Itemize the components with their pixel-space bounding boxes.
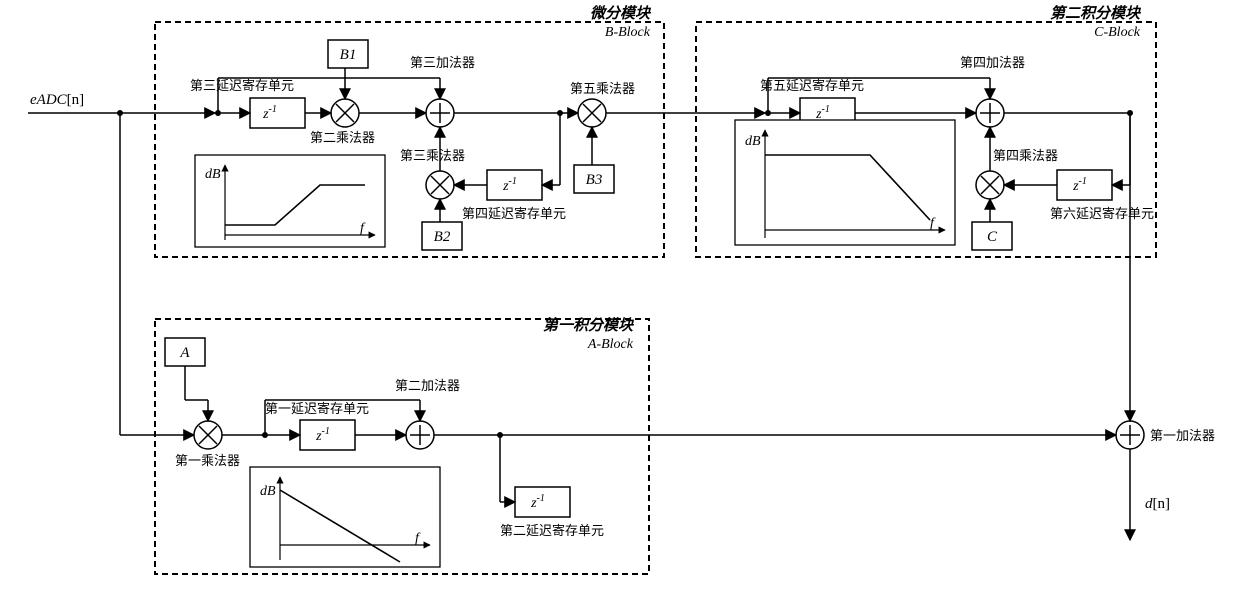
- delay6-label: 第六延迟寄存单元: [1050, 206, 1154, 221]
- c-chart-frame: [735, 120, 955, 245]
- b-chart-dB: dB: [205, 167, 221, 182]
- coef-c: C: [987, 229, 998, 245]
- mult3: [426, 171, 454, 199]
- adder3: [426, 99, 454, 127]
- mult3-label: 第三乘法器: [400, 148, 465, 163]
- adder4: [976, 99, 1004, 127]
- adder2-label: 第二加法器: [395, 378, 460, 393]
- delay4-label: 第四延迟寄存单元: [462, 206, 566, 221]
- mult4-label: 第四乘法器: [993, 148, 1058, 163]
- a-chart-dB: dB: [260, 484, 276, 499]
- c-block-title-en: C-Block: [1094, 25, 1141, 40]
- mult5-label: 第五乘法器: [570, 81, 635, 96]
- b-block-title-cn: 微分模块: [590, 5, 652, 22]
- input-label: eADC[n]: [30, 92, 84, 108]
- a-block-title-en: A-Block: [587, 337, 634, 352]
- delay2-label: 第二延迟寄存单元: [500, 523, 604, 538]
- mult1: [194, 421, 222, 449]
- mult5: [578, 99, 606, 127]
- adder3-label: 第三加法器: [410, 55, 475, 70]
- mult2: [331, 99, 359, 127]
- b-block-title-en: B-Block: [605, 25, 651, 40]
- c-block-title-cn: 第二积分模块: [1050, 4, 1142, 22]
- b-chart-frame: [195, 155, 385, 247]
- mult2-label: 第二乘法器: [310, 130, 375, 145]
- adder4-label: 第四加法器: [960, 55, 1025, 70]
- mult4: [976, 171, 1004, 199]
- adder2: [406, 421, 434, 449]
- delay1-label: 第一延迟寄存单元: [265, 401, 369, 416]
- coef-b3: B3: [586, 172, 603, 188]
- a-chart-frame: [250, 467, 440, 567]
- adder1-label: 第一加法器: [1150, 428, 1215, 443]
- coef-b1: B1: [340, 47, 357, 63]
- delay5-label: 第五延迟寄存单元: [760, 78, 864, 93]
- mult1-label: 第一乘法器: [175, 453, 240, 468]
- c-chart-dB: dB: [745, 134, 761, 149]
- coef-b2: B2: [434, 229, 451, 245]
- delay3-label: 第三延迟寄存单元: [190, 78, 294, 93]
- delay3-box: [250, 98, 305, 128]
- adder1: [1116, 421, 1144, 449]
- output-label: d[n]: [1145, 496, 1170, 512]
- a-block-title-cn: 第一积分模块: [543, 316, 635, 334]
- coef-a: A: [179, 345, 190, 361]
